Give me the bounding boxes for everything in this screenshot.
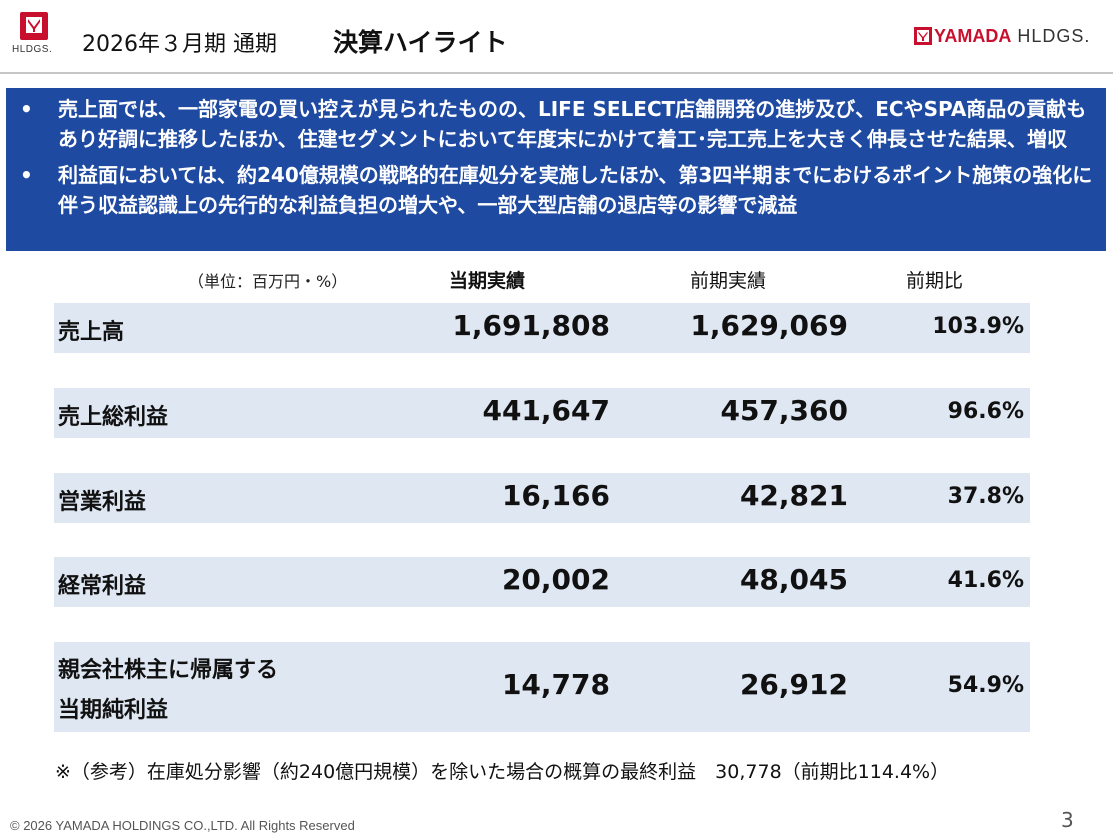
row-label-line2: 当期純利益: [58, 698, 169, 723]
bullet-text: 利益面においては、約240億規模の戦略的在庫処分を実施したほか、第3四半期までに…: [58, 163, 1093, 217]
value-previous: 457,360: [720, 394, 848, 427]
value-current: 14,778: [501, 668, 610, 701]
yamada-logo-mark-icon: [914, 26, 932, 45]
summary-bullet-revenue: • 売上面では、一部家電の買い控えが見られたものの、LIFE SELECT店舗開…: [6, 94, 1094, 154]
value-previous: 48,045: [739, 563, 848, 596]
table-row-net-income: 親会社株主に帰属する 当期純利益 14,778 26,912 54.9%: [54, 642, 1030, 732]
copyright-footer: © 2026 YAMADA HOLDINGS CO.,LTD. All Righ…: [10, 818, 355, 833]
summary-bullet-profit: • 利益面においては、約240億規模の戦略的在庫処分を実施したほか、第3四半期ま…: [6, 160, 1094, 220]
value-ratio: 37.8%: [947, 484, 1024, 509]
column-header-current: 当期実績: [449, 270, 526, 292]
bullet-marker: •: [20, 97, 33, 121]
value-ratio: 54.9%: [947, 673, 1024, 698]
value-previous: 42,821: [739, 479, 848, 512]
unit-label: （単位：百万円・%）: [188, 272, 348, 291]
value-current: 20,002: [501, 563, 610, 596]
page-title: 決算ハイライト: [333, 28, 508, 57]
table-row-ordinary-income: 経常利益 20,002 48,045 41.6%: [54, 557, 1030, 607]
row-label: 営業利益: [58, 490, 147, 515]
page-period: 2026年３月期 通期: [82, 32, 277, 57]
bullet-text: 売上面では、一部家電の買い控えが見られたものの、LIFE SELECT店舗開発の…: [58, 97, 1087, 151]
yamada-logo-icon: [20, 12, 48, 40]
brand-name: YAMADA: [934, 26, 1012, 46]
header-divider: [0, 72, 1113, 74]
table-row-operating-income: 営業利益 16,166 42,821 37.8%: [54, 473, 1030, 523]
value-previous: 26,912: [739, 668, 848, 701]
logo-text: HLDGS.: [12, 44, 53, 55]
row-label-line1: 親会社株主に帰属する: [58, 658, 279, 683]
reference-note: ※（参考）在庫処分影響（約240億円規模）を除いた場合の概算の最終利益 30,7…: [55, 761, 950, 783]
value-current: 1,691,808: [452, 309, 610, 342]
value-ratio: 41.6%: [947, 568, 1024, 593]
brand-suffix: HLDGS.: [1017, 26, 1091, 46]
summary-box: • 売上面では、一部家電の買い控えが見られたものの、LIFE SELECT店舗開…: [6, 88, 1106, 251]
page-number: 3: [1061, 808, 1074, 832]
row-label: 売上高: [58, 320, 125, 345]
value-previous: 1,629,069: [690, 309, 848, 342]
row-label: 経常利益: [58, 574, 147, 599]
value-current: 16,166: [501, 479, 610, 512]
company-logo: HLDGS.: [12, 12, 58, 60]
value-ratio: 103.9%: [932, 314, 1024, 339]
company-brand-logo: YAMADA HLDGS.: [914, 26, 1090, 50]
table-row-net-sales: 売上高 1,691,808 1,629,069 103.9%: [54, 303, 1030, 353]
bullet-marker: •: [20, 163, 33, 187]
column-header-previous: 前期実績: [690, 270, 767, 292]
column-header-ratio: 前期比: [906, 270, 964, 292]
table-row-gross-profit: 売上総利益 441,647 457,360 96.6%: [54, 388, 1030, 438]
value-ratio: 96.6%: [947, 399, 1024, 424]
value-current: 441,647: [482, 394, 610, 427]
row-label: 売上総利益: [58, 405, 169, 430]
